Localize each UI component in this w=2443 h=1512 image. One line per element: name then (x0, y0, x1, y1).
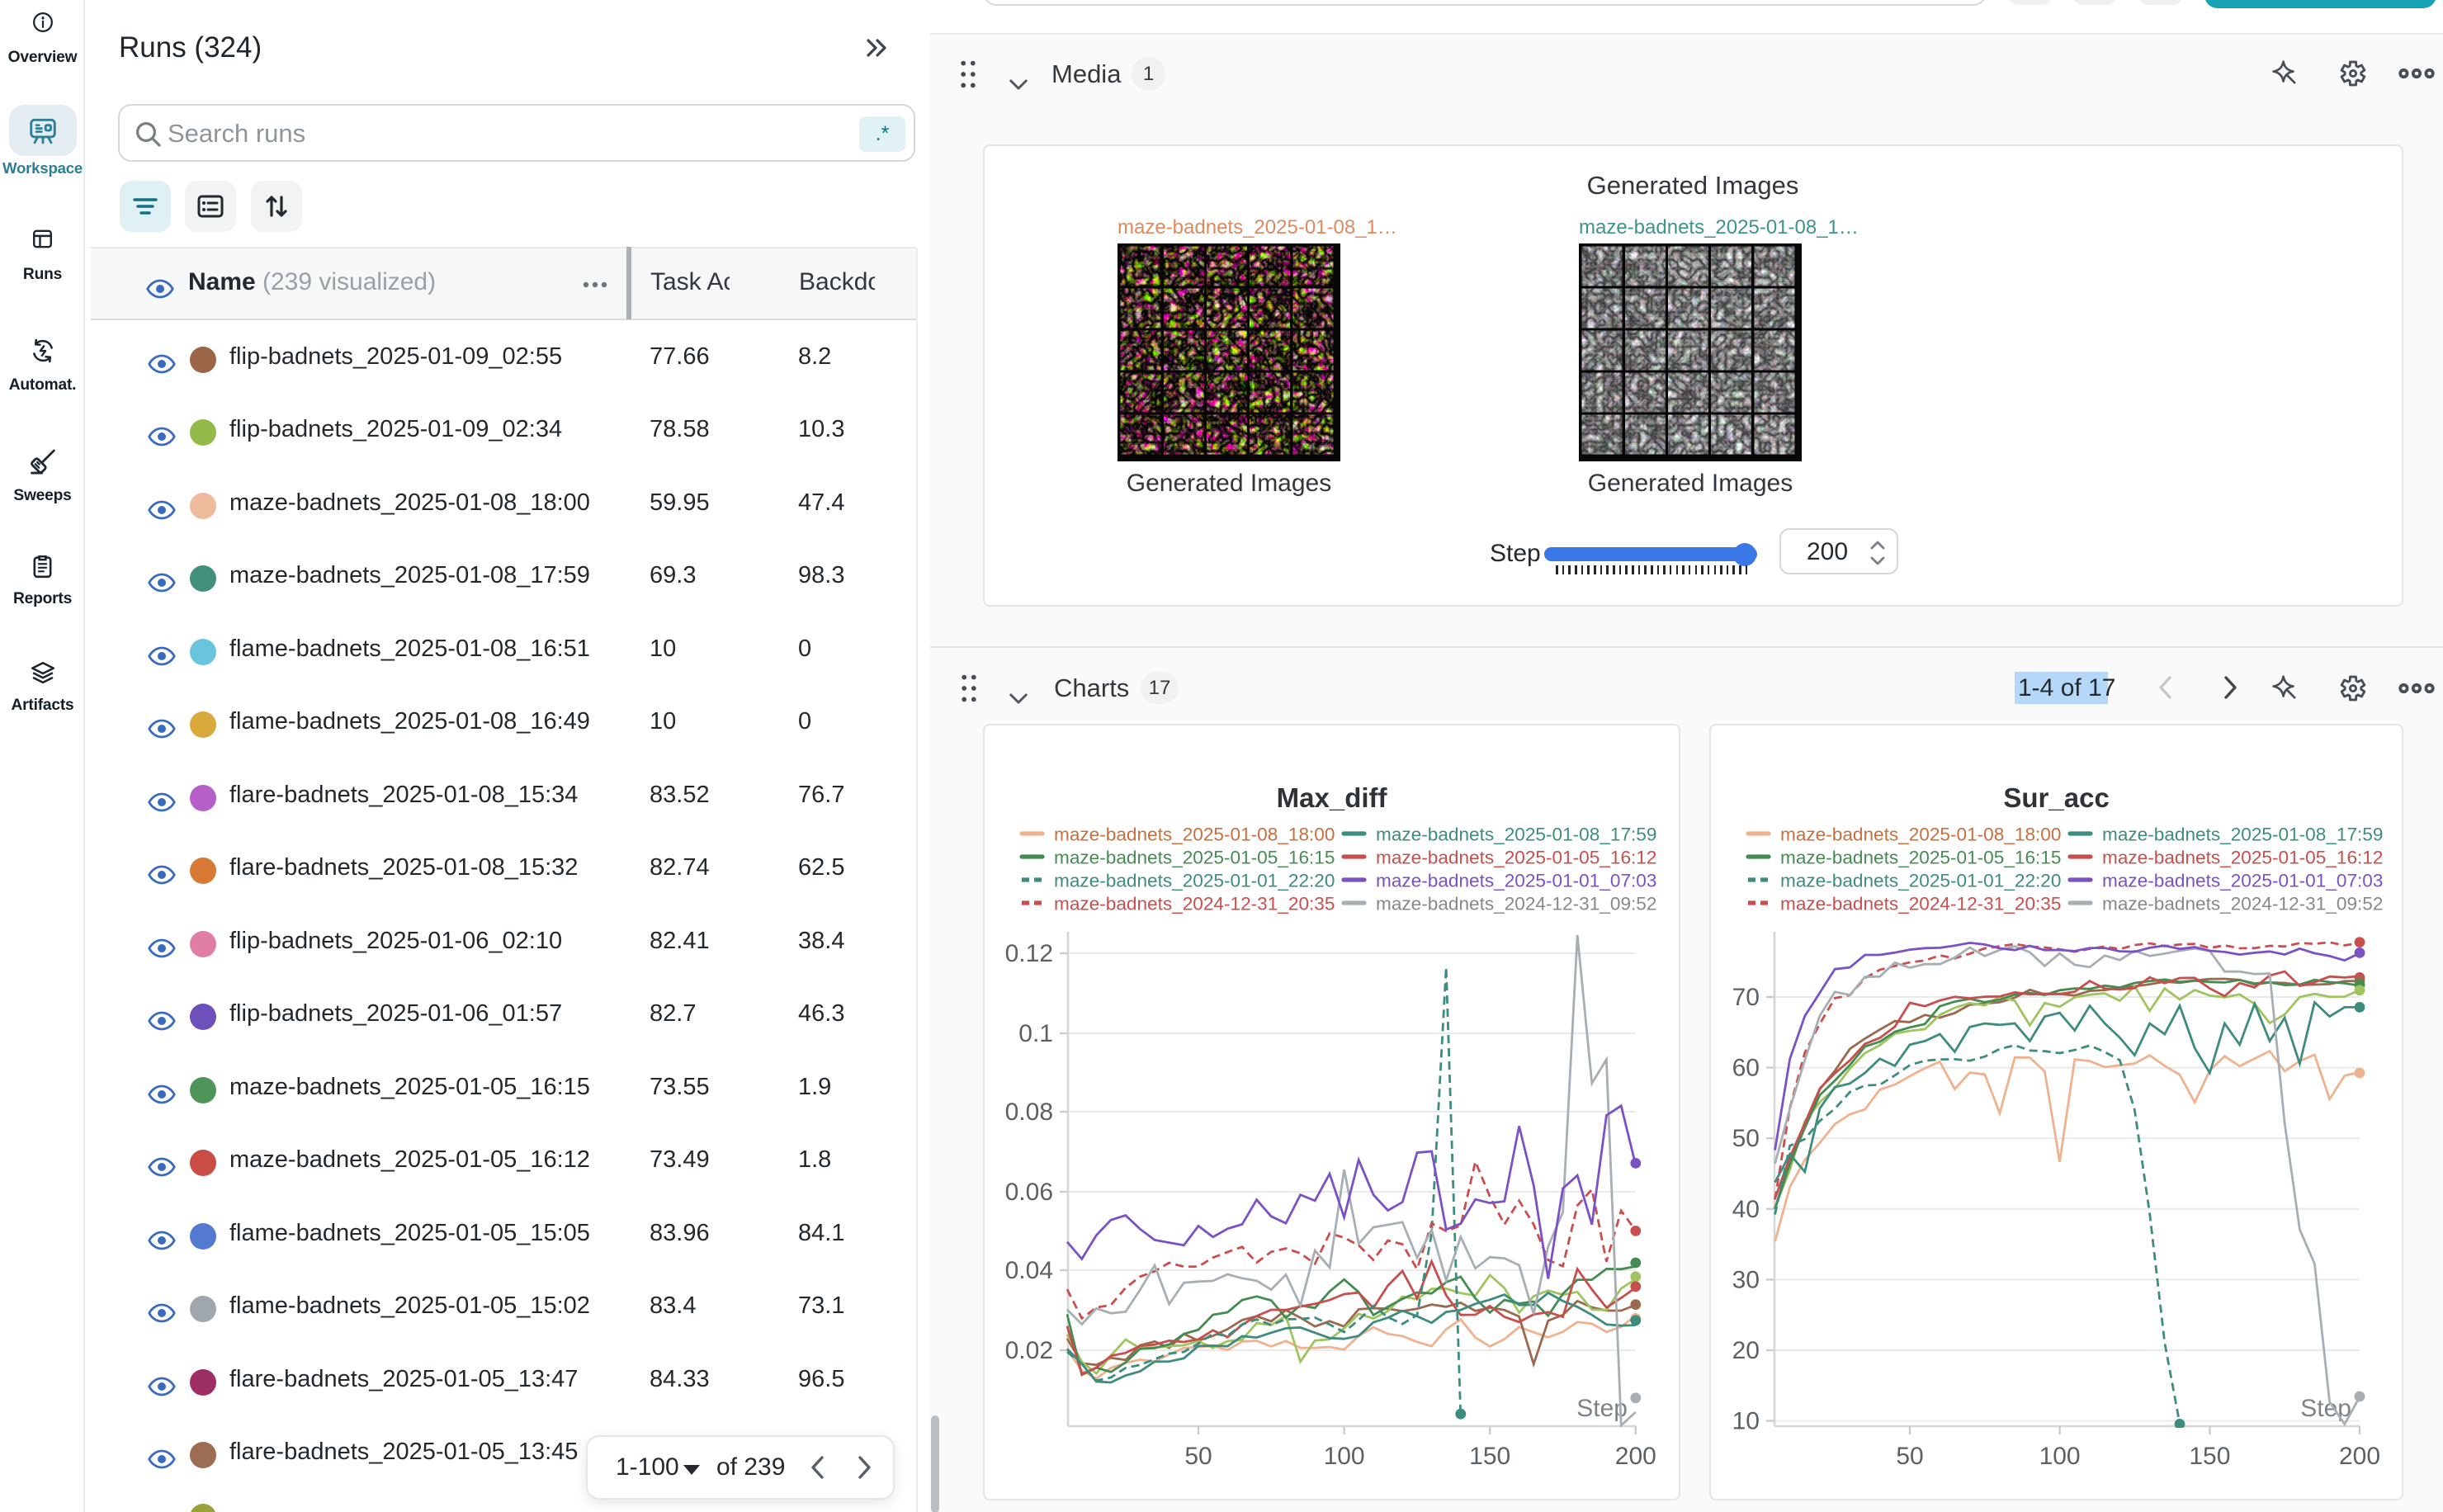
svg-text:200: 200 (1615, 1443, 1656, 1470)
svg-text:maze-badnets_2025-01-05_16:15: maze-badnets_2025-01-05_16:15 (1780, 848, 2061, 868)
svg-text:Sur_acc: Sur_acc (2003, 782, 2109, 813)
svg-text:maze-badnets_2025-01-08_17:59: maze-badnets_2025-01-08_17:59 (2102, 825, 2383, 845)
svg-text:maze-badnets_2025-01-05_16:12: maze-badnets_2025-01-05_16:12 (2102, 848, 2383, 868)
svg-text:Step: Step (2300, 1395, 2351, 1422)
svg-text:maze-badnets_2025-01-05_16:15: maze-badnets_2025-01-05_16:15 (1054, 848, 1335, 868)
svg-text:50: 50 (1732, 1125, 1760, 1152)
svg-text:60: 60 (1732, 1055, 1760, 1082)
svg-text:maze-badnets_2024-12-31_09:52: maze-badnets_2024-12-31_09:52 (1376, 894, 1656, 914)
svg-text:30: 30 (1732, 1266, 1760, 1293)
svg-text:20: 20 (1732, 1337, 1760, 1364)
svg-text:maze-badnets_2025-01-08_18:00: maze-badnets_2025-01-08_18:00 (1054, 825, 1335, 845)
svg-text:0.04: 0.04 (1005, 1257, 1053, 1284)
svg-text:maze-badnets_2025-01-08_18:00: maze-badnets_2025-01-08_18:00 (1780, 825, 2061, 845)
svg-text:maze-badnets_2025-01-01_07:03: maze-badnets_2025-01-01_07:03 (2102, 871, 2383, 891)
svg-text:200: 200 (2339, 1443, 2380, 1470)
svg-text:0.12: 0.12 (1005, 940, 1053, 967)
svg-text:maze-badnets_2024-12-31_09:52: maze-badnets_2024-12-31_09:52 (2102, 894, 2383, 914)
svg-text:0.08: 0.08 (1005, 1099, 1053, 1126)
svg-text:Max_diff: Max_diff (1277, 782, 1388, 813)
svg-text:100: 100 (1324, 1443, 1365, 1470)
svg-text:150: 150 (1469, 1443, 1510, 1470)
svg-text:maze-badnets_2025-01-01_22:20: maze-badnets_2025-01-01_22:20 (1780, 871, 2061, 891)
svg-text:40: 40 (1732, 1196, 1760, 1223)
svg-text:0.1: 0.1 (1018, 1020, 1053, 1047)
svg-text:maze-badnets_2025-01-01_07:03: maze-badnets_2025-01-01_07:03 (1376, 871, 1656, 891)
svg-text:70: 70 (1732, 984, 1760, 1011)
svg-text:10: 10 (1732, 1408, 1760, 1435)
svg-text:maze-badnets_2025-01-01_22:20: maze-badnets_2025-01-01_22:20 (1054, 871, 1335, 891)
svg-text:150: 150 (2189, 1443, 2230, 1470)
svg-text:100: 100 (2039, 1443, 2081, 1470)
svg-text:0.02: 0.02 (1005, 1337, 1053, 1364)
svg-text:0.06: 0.06 (1005, 1179, 1053, 1206)
svg-text:maze-badnets_2025-01-08_17:59: maze-badnets_2025-01-08_17:59 (1376, 825, 1656, 845)
svg-text:50: 50 (1184, 1443, 1212, 1470)
svg-text:50: 50 (1896, 1443, 1923, 1470)
svg-text:maze-badnets_2025-01-05_16:12: maze-badnets_2025-01-05_16:12 (1376, 848, 1656, 868)
svg-text:maze-badnets_2024-12-31_20:35: maze-badnets_2024-12-31_20:35 (1780, 894, 2061, 914)
svg-text:maze-badnets_2024-12-31_20:35: maze-badnets_2024-12-31_20:35 (1054, 894, 1335, 914)
